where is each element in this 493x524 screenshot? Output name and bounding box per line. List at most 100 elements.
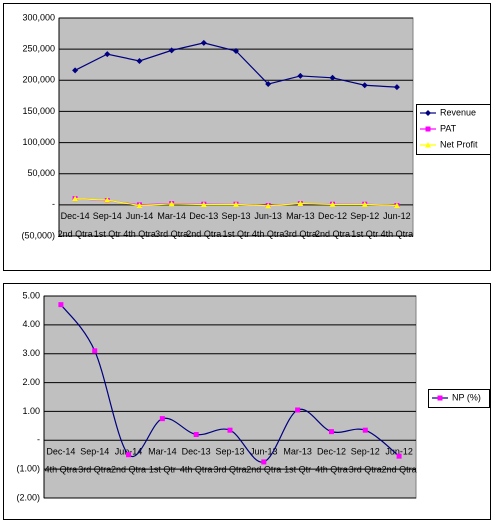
x-tick-label: 1st Qtr — [284, 465, 311, 475]
marker — [425, 142, 431, 148]
x-tick-label: Sep-14 — [93, 211, 122, 221]
legend-label: PAT — [440, 123, 457, 133]
x-tick-label: Jun-12 — [383, 211, 411, 221]
y-tick-label: 250,000 — [22, 44, 55, 54]
marker — [200, 201, 207, 208]
marker — [362, 427, 368, 433]
x-tick-label: 4th Qtra — [123, 229, 156, 239]
x-tick-label: 4th Qtra — [315, 465, 348, 475]
y-tick-label: (50,000) — [21, 230, 55, 240]
x-tick-label: Sep-12 — [351, 447, 380, 457]
x-tick-label: 2nd Qtra — [315, 229, 350, 239]
marker — [159, 416, 165, 422]
x-tick-label: Mar-14 — [148, 447, 177, 457]
marker — [295, 407, 301, 413]
marker — [261, 459, 267, 465]
x-tick-label: Jun-14 — [126, 211, 154, 221]
x-tick-label: 2nd Qtra — [111, 465, 146, 475]
x-tick-label: 1st Qtr — [94, 229, 121, 239]
x-tick-label: Jun-12 — [385, 447, 413, 457]
marker — [200, 39, 207, 46]
marker — [168, 47, 175, 54]
marker — [396, 453, 402, 459]
legend-label: NP (%) — [452, 392, 481, 402]
x-tick-label: 3rd Qtra — [155, 229, 188, 239]
y-tick-label: 300,000 — [22, 12, 55, 22]
marker — [361, 82, 368, 89]
x-tick-label: 3rd Qtra — [349, 465, 382, 475]
x-tick-label: Sep-13 — [215, 447, 244, 457]
x-tick-label: 2nd Qtra — [246, 465, 281, 475]
marker — [393, 84, 400, 91]
x-tick-label: Sep-12 — [350, 211, 379, 221]
marker — [126, 452, 132, 458]
x-tick-label: Dec-13 — [189, 211, 218, 221]
marker — [92, 348, 98, 354]
y-tick-label: 1.00 — [22, 406, 40, 416]
x-tick-label: 1st Qtr — [351, 229, 378, 239]
x-tick-label: Jun-13 — [250, 447, 278, 457]
plot-area — [43, 295, 417, 499]
marker — [72, 195, 79, 202]
x-tick-label: 3rd Qtra — [78, 465, 111, 475]
x-tick-label: Mar-14 — [157, 211, 186, 221]
x-tick-label: Dec-14 — [46, 447, 75, 457]
x-tick-label: Dec-14 — [61, 211, 90, 221]
marker — [328, 429, 334, 435]
y-tick-label: 150,000 — [22, 106, 55, 116]
y-tick-label: 100,000 — [22, 137, 55, 147]
y-tick-label: (2.00) — [16, 492, 40, 502]
legend-label: Revenue — [440, 107, 476, 117]
marker — [265, 202, 272, 209]
y-tick-label: (1.00) — [16, 464, 40, 474]
x-tick-label: Jun-13 — [254, 211, 282, 221]
marker — [393, 202, 400, 208]
y-tick-label: 200,000 — [22, 75, 55, 85]
marker — [425, 110, 431, 116]
marker — [193, 432, 199, 438]
marker — [265, 81, 272, 88]
marker — [361, 201, 368, 207]
marker — [168, 200, 175, 207]
y-tick-label: - — [52, 199, 55, 209]
x-tick-label: 2nd Qtra — [382, 465, 417, 475]
marker — [437, 395, 443, 401]
marker — [58, 302, 64, 308]
x-tick-label: 4th Qtra — [252, 229, 285, 239]
marker — [425, 126, 431, 132]
y-tick-label: 50,000 — [27, 168, 55, 178]
x-tick-label: Sep-13 — [221, 211, 250, 221]
marker — [329, 201, 336, 207]
x-tick-label: Jun-14 — [115, 447, 143, 457]
marker — [136, 202, 143, 208]
marker — [227, 427, 233, 433]
y-tick-label: 4.00 — [22, 319, 40, 329]
x-tick-label: Dec-13 — [182, 447, 211, 457]
x-tick-label: Sep-14 — [80, 447, 109, 457]
x-tick-label: Dec-12 — [317, 447, 346, 457]
x-tick-label: Mar-13 — [286, 211, 315, 221]
x-tick-label: 3rd Qtra — [213, 465, 246, 475]
marker — [233, 48, 239, 55]
x-tick-label: Mar-13 — [283, 447, 312, 457]
x-tick-label: 3rd Qtra — [284, 229, 317, 239]
x-tick-label: 4th Qtra — [180, 465, 213, 475]
marker — [297, 72, 304, 79]
marker — [104, 51, 111, 58]
x-tick-label: 1st Qtr — [222, 229, 249, 239]
legend-label: Net Profit — [440, 139, 478, 149]
marker — [329, 74, 336, 81]
y-tick-label: 3.00 — [22, 348, 40, 358]
y-tick-label: - — [37, 435, 40, 445]
marker — [233, 201, 239, 207]
marker — [104, 197, 111, 203]
x-tick-label: Dec-12 — [318, 211, 347, 221]
x-tick-label: 2nd Qtra — [186, 229, 221, 239]
y-tick-label: 5.00 — [22, 290, 40, 300]
x-tick-label: 1st Qtr — [149, 465, 176, 475]
x-tick-label: 4th Qtra — [381, 229, 414, 239]
legend-box — [428, 389, 490, 408]
y-tick-label: 2.00 — [22, 377, 40, 387]
x-tick-label: 2nd Qtra — [58, 229, 93, 239]
